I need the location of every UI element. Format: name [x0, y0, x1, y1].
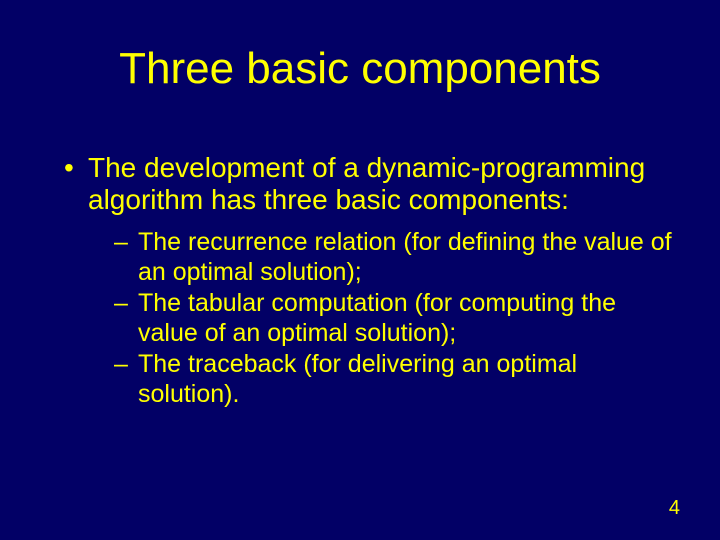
dash-icon: – [114, 289, 138, 348]
slide-title: Three basic components [0, 44, 720, 94]
bullet-icon: • [62, 152, 88, 216]
dash-icon: – [114, 350, 138, 409]
list-item-text: The development of a dynamic-programming… [88, 152, 672, 216]
slide-body: • The development of a dynamic-programmi… [62, 152, 672, 411]
list-item-text: The traceback (for delivering an optimal… [138, 350, 672, 409]
list-item: – The recurrence relation (for defining … [114, 228, 672, 287]
sub-list: – The recurrence relation (for defining … [114, 228, 672, 409]
list-item: – The traceback (for delivering an optim… [114, 350, 672, 409]
page-number: 4 [669, 497, 680, 520]
list-item: – The tabular computation (for computing… [114, 289, 672, 348]
list-item-text: The tabular computation (for computing t… [138, 289, 672, 348]
dash-icon: – [114, 228, 138, 287]
list-item-text: The recurrence relation (for defining th… [138, 228, 672, 287]
slide: Three basic components • The development… [0, 0, 720, 540]
list-item: • The development of a dynamic-programmi… [62, 152, 672, 216]
